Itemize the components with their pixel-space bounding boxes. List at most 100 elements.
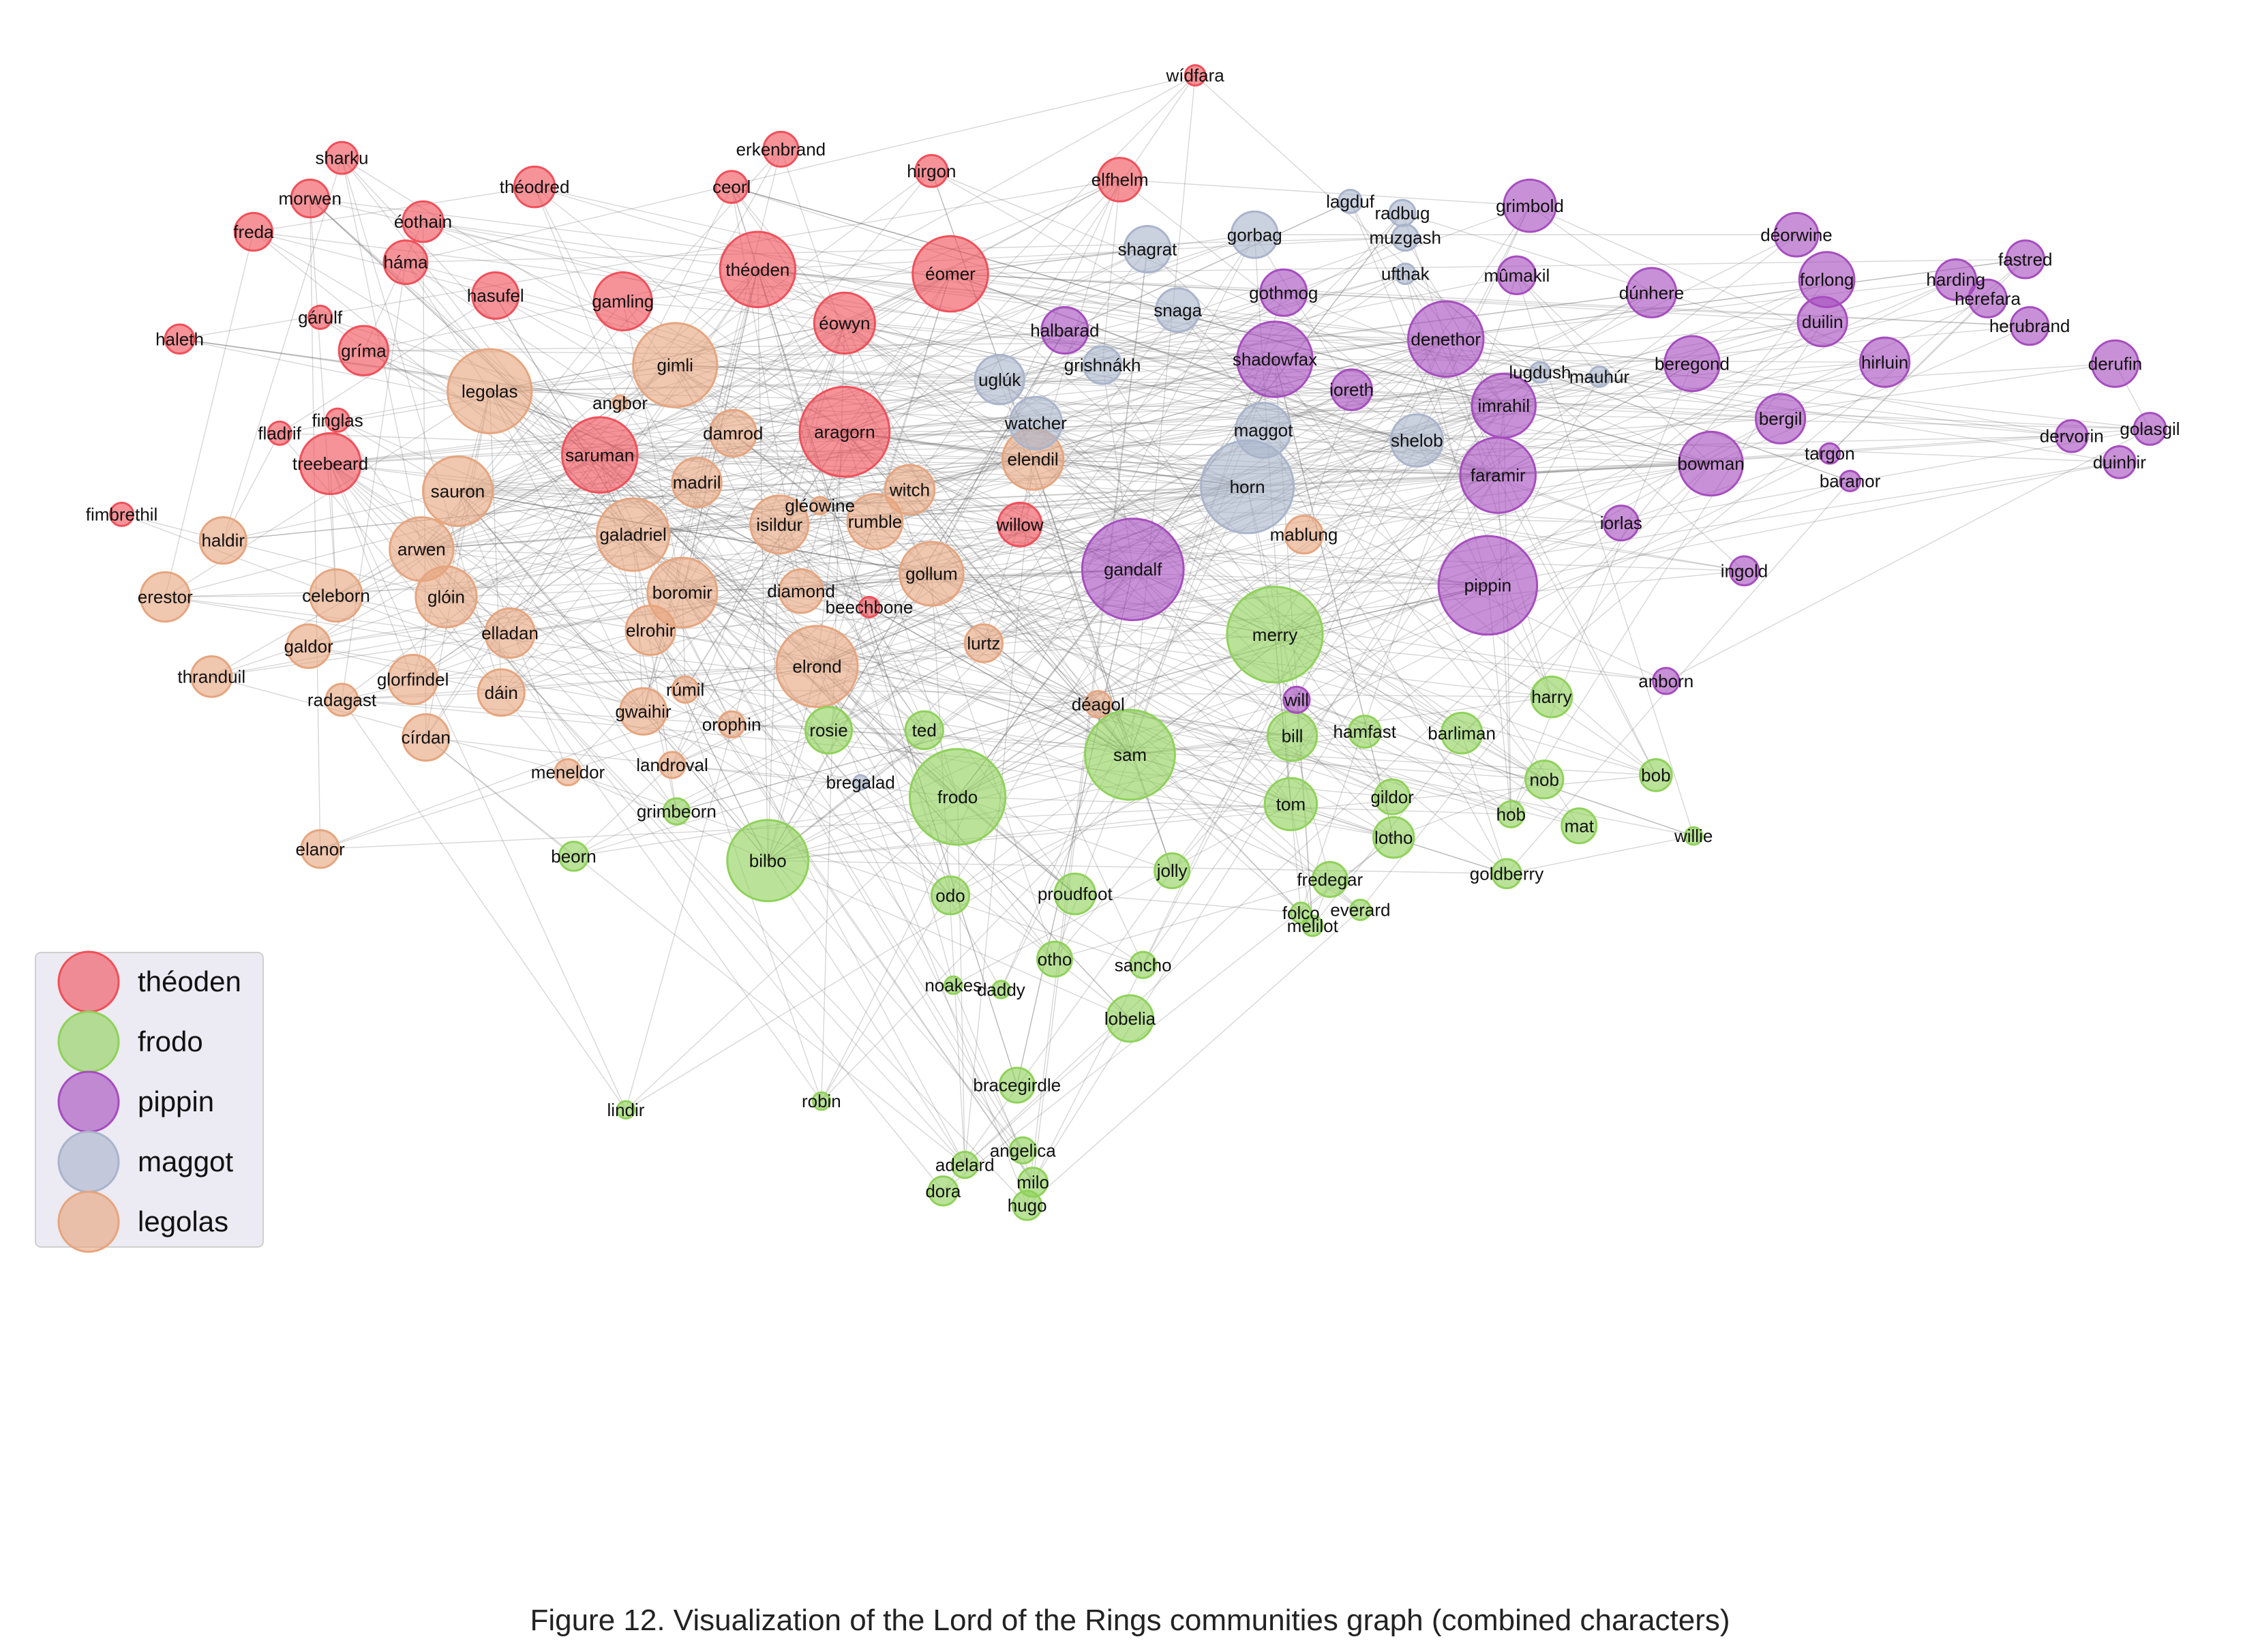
node-label: bowman bbox=[1677, 453, 1744, 474]
graph-edge bbox=[1147, 249, 1488, 586]
figure-caption: Figure 12. Visualization of the Lord of … bbox=[530, 1604, 1730, 1637]
graph-edge bbox=[633, 321, 1823, 535]
graph-edge bbox=[685, 428, 2150, 691]
node-circle bbox=[415, 565, 478, 629]
graph-edge bbox=[599, 454, 1621, 524]
node-circle bbox=[2091, 339, 2139, 388]
node-label: déorwine bbox=[1760, 224, 1833, 245]
node-ioreth bbox=[1330, 368, 1373, 411]
node-éothain bbox=[402, 200, 445, 243]
node-circle bbox=[858, 596, 881, 618]
node-circle bbox=[1968, 278, 2008, 318]
node-label: bergil bbox=[1759, 408, 1803, 429]
node-daddy bbox=[991, 980, 1011, 1000]
node-label: elendil bbox=[1008, 449, 1059, 470]
graph-edge bbox=[1300, 275, 1518, 913]
node-circle bbox=[592, 271, 653, 331]
graph-edge bbox=[684, 431, 845, 690]
node-circle bbox=[778, 568, 824, 614]
node-iorlas bbox=[1602, 505, 1640, 542]
node-legolas bbox=[447, 348, 533, 434]
node-gorbag bbox=[1230, 210, 1279, 259]
graph-edge bbox=[757, 269, 1018, 1085]
node-éowyn bbox=[813, 291, 876, 355]
node-label: beechbone bbox=[826, 597, 914, 617]
node-label: sam bbox=[1113, 745, 1147, 765]
node-circle bbox=[1755, 393, 1807, 445]
graph-edge bbox=[457, 490, 1023, 1151]
graph-edge bbox=[425, 454, 601, 738]
node-circle bbox=[884, 464, 936, 515]
graph-edge bbox=[757, 269, 1131, 755]
node-label: muzgash bbox=[1370, 228, 1442, 248]
node-circle bbox=[1084, 708, 1176, 801]
node-circle bbox=[852, 774, 869, 791]
graph-edge bbox=[682, 592, 1130, 755]
node-label: willow bbox=[995, 514, 1044, 535]
node-circle bbox=[798, 385, 891, 478]
node-label: hob bbox=[1496, 804, 1526, 824]
node-circle bbox=[1683, 826, 1704, 846]
graph-edge bbox=[844, 273, 1406, 432]
node-label: halbarad bbox=[1030, 320, 1099, 341]
node-label: gamling bbox=[592, 291, 654, 312]
legend-label-theoden: théoden bbox=[138, 965, 241, 997]
graph-edge bbox=[1651, 279, 1827, 293]
node-label: nob bbox=[1530, 769, 1559, 790]
graph-edge bbox=[950, 273, 1284, 293]
graph-edge bbox=[1292, 735, 1511, 815]
graph-edge bbox=[828, 330, 1066, 731]
node-théoden bbox=[719, 230, 797, 308]
node-hirgon bbox=[914, 153, 949, 188]
graph-edge bbox=[1035, 423, 1291, 805]
node-shelob bbox=[1389, 413, 1444, 468]
node-label: angelica bbox=[990, 1140, 1056, 1160]
node-circle bbox=[471, 271, 520, 320]
node-label: arwen bbox=[397, 539, 446, 559]
node-label: boromir bbox=[652, 582, 712, 603]
legend-swatch-theoden bbox=[57, 950, 120, 1013]
node-circle bbox=[1407, 300, 1485, 378]
node-label: everard bbox=[1330, 900, 1390, 920]
node-circle bbox=[1154, 852, 1191, 890]
graph-edge bbox=[489, 391, 2150, 430]
node-label: merry bbox=[1252, 625, 1297, 645]
graph-edge bbox=[844, 431, 1361, 911]
node-elrohir bbox=[624, 604, 676, 656]
node-label: melilot bbox=[1287, 916, 1339, 936]
graph-edge bbox=[767, 273, 951, 861]
graph-edge bbox=[1503, 405, 1711, 464]
graph-edge bbox=[931, 179, 1121, 574]
node-angbor bbox=[612, 394, 629, 411]
node-label: lotho bbox=[1374, 827, 1413, 847]
legend-swatch-frodo bbox=[57, 1010, 120, 1073]
graph-edge bbox=[821, 359, 1276, 1102]
legend-label-maggot: maggot bbox=[138, 1145, 233, 1177]
node-label: galadriel bbox=[599, 524, 666, 545]
graph-edge bbox=[950, 273, 2030, 327]
node-label: déagol bbox=[1072, 694, 1125, 715]
node-circle bbox=[1372, 816, 1415, 859]
graph-edge bbox=[1026, 249, 1148, 1206]
graph-edge bbox=[767, 860, 965, 1165]
node-circle bbox=[1106, 994, 1154, 1043]
node-label: proudfoot bbox=[1038, 884, 1113, 904]
graph-edge bbox=[457, 490, 1621, 524]
graph-edge bbox=[308, 364, 676, 647]
node-erestor bbox=[139, 571, 191, 623]
node-thranduil bbox=[190, 655, 233, 698]
node-label: meneldor bbox=[531, 762, 605, 783]
node-label: baranor bbox=[1820, 471, 1881, 492]
graph-edge bbox=[957, 405, 1505, 798]
graph-edge bbox=[534, 186, 1504, 406]
node-nob bbox=[1524, 760, 1565, 800]
node-circle bbox=[1496, 255, 1537, 295]
graph-edge bbox=[650, 630, 768, 861]
graph-edge bbox=[1503, 298, 1988, 406]
graph-edge bbox=[1247, 486, 1745, 571]
node-circle bbox=[300, 829, 340, 869]
graph-edge bbox=[674, 364, 1361, 911]
node-gollum bbox=[899, 541, 965, 607]
graph-edge bbox=[1711, 325, 2030, 464]
node-label: landroval bbox=[636, 755, 708, 775]
